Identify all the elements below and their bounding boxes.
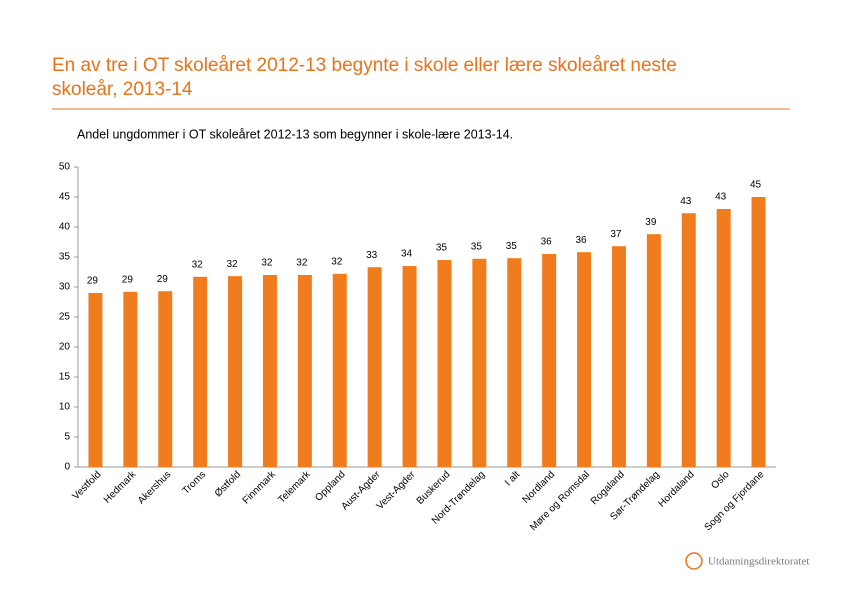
value-label: 36 (541, 237, 553, 248)
x-tick-label: Sogn og Fjordane (703, 469, 767, 533)
bar (472, 258, 487, 467)
value-label: 45 (750, 180, 762, 191)
bar (297, 275, 312, 467)
y-tick-label: 35 (59, 252, 71, 263)
value-label: 43 (715, 192, 727, 203)
x-tick-label: Møre og Romsdal (528, 469, 592, 533)
bar (646, 234, 661, 467)
value-label: 32 (296, 258, 308, 269)
value-label: 29 (122, 274, 134, 285)
bar (681, 213, 696, 467)
bar (158, 291, 173, 467)
x-tick-label: Nordland (521, 469, 557, 505)
bar (367, 267, 382, 467)
x-tick-label: Oslo (709, 469, 732, 492)
x-tick-label: I alt (503, 469, 522, 488)
bar (507, 258, 522, 467)
value-label: 37 (610, 229, 622, 240)
y-tick-label: 50 (59, 162, 71, 173)
bar (228, 276, 243, 467)
value-label: 32 (261, 258, 273, 269)
bar (262, 275, 277, 467)
chart-title: skoleår, 2013-14 (52, 79, 193, 100)
x-tick-label: Hedmark (102, 469, 139, 506)
y-tick-label: 10 (59, 402, 71, 413)
logo-text: Utdanningsdirektoratet (708, 556, 809, 568)
value-label: 35 (436, 243, 448, 254)
bar (437, 260, 452, 467)
bar (123, 291, 138, 467)
value-label: 29 (87, 276, 99, 287)
value-label: 36 (575, 235, 587, 246)
y-tick-label: 20 (59, 342, 71, 353)
bar (716, 209, 731, 467)
logo-icon (685, 552, 703, 570)
y-tick-label: 0 (64, 462, 70, 473)
x-tick-label: Finnmark (241, 469, 279, 507)
bar (611, 246, 626, 467)
value-label: 32 (226, 259, 238, 270)
y-tick-label: 45 (59, 192, 71, 203)
bar (88, 293, 103, 467)
value-label: 32 (331, 256, 343, 267)
y-tick-label: 5 (64, 432, 70, 443)
chart-subtitle: Andel ungdommer i OT skoleåret 2012-13 s… (77, 127, 513, 141)
y-tick-label: 40 (59, 222, 71, 233)
value-label: 35 (506, 241, 518, 252)
bar (332, 273, 347, 467)
bar (542, 254, 557, 467)
value-label: 43 (680, 196, 692, 207)
bar (751, 197, 766, 467)
y-tick-label: 25 (59, 312, 71, 323)
x-tick-label: Troms (181, 469, 209, 497)
bar (577, 252, 592, 467)
x-tick-label: Vest-Agder (375, 469, 418, 512)
chart-title: En av tre i OT skoleåret 2012-13 begynte… (52, 55, 677, 76)
y-tick-label: 30 (59, 282, 71, 293)
x-tick-label: Østfold (213, 469, 243, 499)
bar (402, 266, 417, 467)
value-label: 35 (471, 241, 483, 252)
bar (193, 276, 208, 467)
x-tick-label: Vestfold (70, 469, 103, 502)
y-tick-label: 15 (59, 372, 71, 383)
x-tick-label: Hordaland (656, 469, 696, 509)
value-label: 34 (401, 249, 413, 260)
value-label: 39 (645, 217, 657, 228)
x-tick-label: Oppland (313, 469, 348, 504)
value-label: 29 (157, 274, 169, 285)
value-label: 32 (192, 259, 204, 270)
x-tick-label: Akershus (136, 469, 173, 506)
x-tick-label: Telemark (276, 469, 313, 506)
value-label: 33 (366, 250, 378, 261)
